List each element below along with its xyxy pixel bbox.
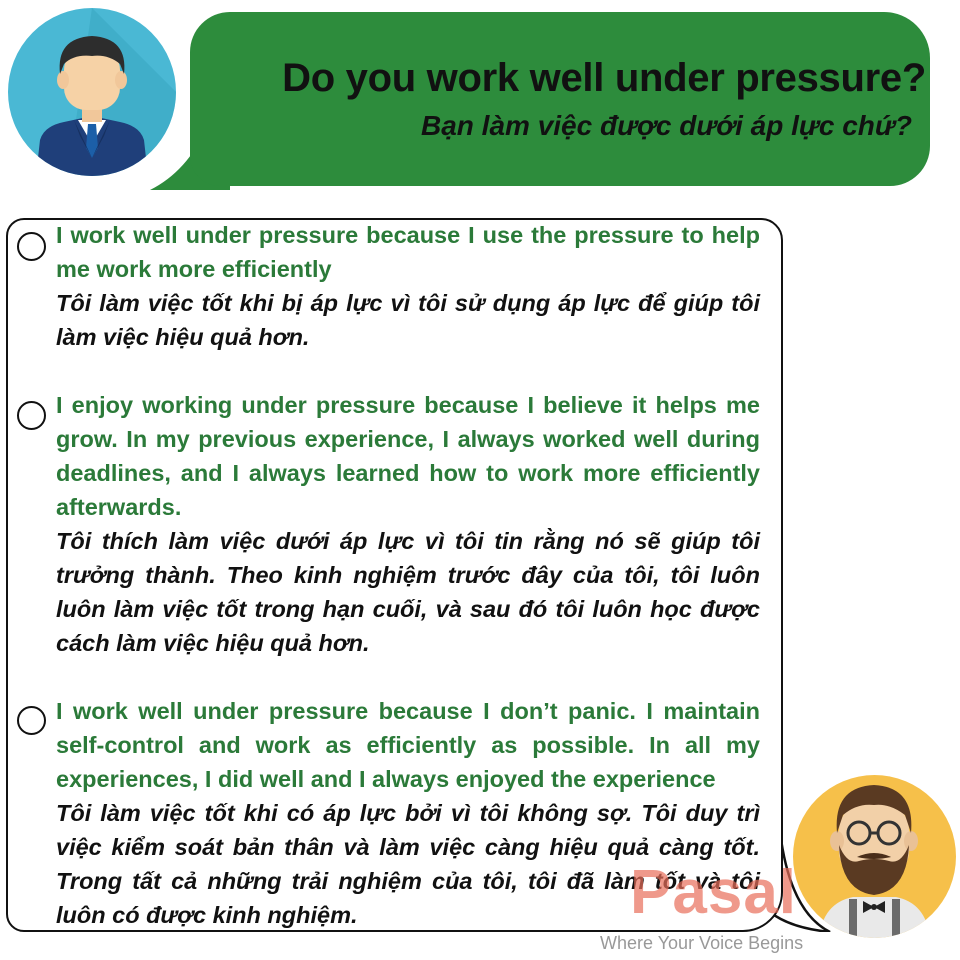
businessman-avatar-icon (5, 5, 179, 179)
bearded-man-avatar-icon (793, 775, 956, 938)
brand-logo: Pasal (630, 858, 798, 927)
answer-vietnamese: Tôi làm việc tốt khi bị áp lực vì tôi sử… (56, 290, 760, 350)
answer-english: I work well under pressure because I don… (56, 698, 760, 792)
radio-circle-icon[interactable] (17, 401, 46, 430)
answer-1: I work well under pressure because I use… (56, 218, 760, 354)
answer-2: I enjoy working under pressure because I… (56, 388, 760, 660)
answer-vietnamese: Tôi làm việc tốt khi có áp lực bởi vì tô… (56, 800, 760, 928)
answers-bubble (6, 218, 783, 932)
brand-tagline: Where Your Voice Begins (600, 933, 804, 953)
radio-circle-icon[interactable] (17, 232, 46, 261)
question-english: Do you work well under pressure? (282, 56, 926, 100)
question-banner: Do you work well under pressure? Bạn làm… (190, 12, 930, 186)
question-vietnamese: Bạn làm việc được dưới áp lực chứ? (420, 110, 912, 141)
answer-3: I work well under pressure because I don… (56, 694, 760, 932)
radio-circle-icon[interactable] (17, 706, 46, 735)
answer-vietnamese: Tôi thích làm việc dưới áp lực vì tôi ti… (56, 528, 760, 656)
bubble-tail (770, 832, 831, 932)
answer-english: I work well under pressure because I use… (56, 222, 760, 282)
answer-english: I enjoy working under pressure because I… (56, 392, 760, 520)
